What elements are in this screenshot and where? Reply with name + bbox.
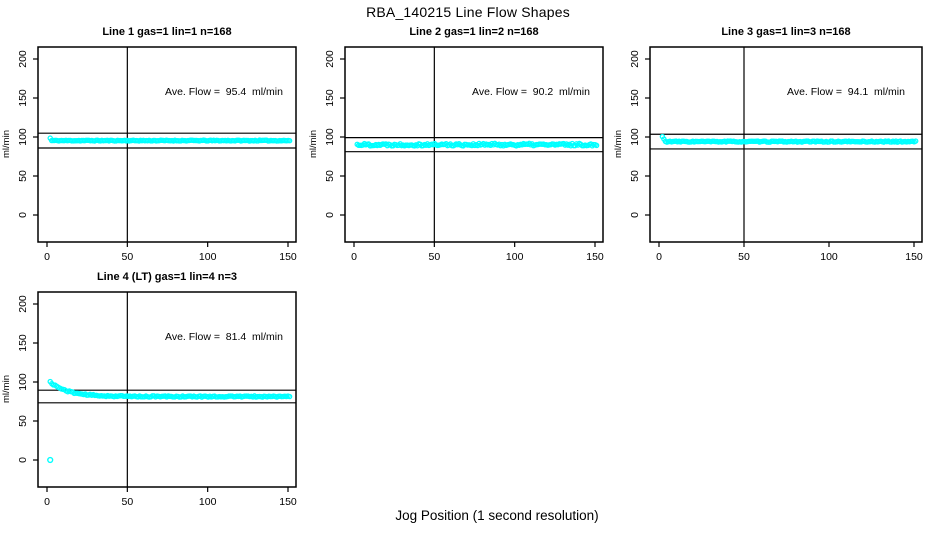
y-tick-label: 100 xyxy=(17,128,29,146)
y-tick-label: 200 xyxy=(324,50,336,68)
x-tick-label: 100 xyxy=(199,251,217,263)
x-tick-label: 150 xyxy=(279,251,297,263)
panel-4-plot: 0 50 100 150 0 50 100 150 200 xyxy=(17,291,297,508)
axis-ticks: 0 50 100 150 0 50 100 150 200 xyxy=(324,50,604,263)
y-tick-label: 50 xyxy=(629,170,641,182)
y-tick-label: 0 xyxy=(629,212,641,218)
x-tick-label: 150 xyxy=(905,251,923,263)
y-tick-label: 50 xyxy=(17,170,29,182)
y-tick-label: 150 xyxy=(17,334,29,352)
panel-2-plot: 0 50 100 150 0 50 100 150 200 xyxy=(324,46,604,263)
panel-2-title: Line 2 gas=1 lin=2 n=168 xyxy=(409,26,539,38)
x-tick-label: 0 xyxy=(44,251,50,263)
x-tick-label: 50 xyxy=(121,496,133,508)
y-tick-label: 150 xyxy=(629,89,641,107)
axis-ticks: 0 50 100 150 0 50 100 150 200 xyxy=(629,50,923,263)
axis-ticks: 0 50 100 150 0 50 100 150 200 xyxy=(17,50,297,263)
y-tick-label: 150 xyxy=(17,89,29,107)
panel-2-ave-flow-annotation: Ave. Flow = 90.2 ml/min xyxy=(472,86,590,98)
panel-4-ave-flow-annotation: Ave. Flow = 81.4 ml/min xyxy=(165,331,283,343)
y-tick-label: 50 xyxy=(17,415,29,427)
x-tick-label: 150 xyxy=(279,496,297,508)
chart-title: RBA_140215 Line Flow Shapes xyxy=(366,4,570,20)
x-tick-label: 50 xyxy=(738,251,750,263)
y-tick-label: 100 xyxy=(324,128,336,146)
y-tick-label: 200 xyxy=(629,50,641,68)
y-tick-label: 0 xyxy=(324,212,336,218)
plot-box xyxy=(649,46,923,243)
panel-3-plot: 0 50 100 150 0 50 100 150 200 xyxy=(629,46,923,263)
x-tick-label: 0 xyxy=(351,251,357,263)
y-tick-label: 100 xyxy=(629,128,641,146)
x-tick-label: 100 xyxy=(820,251,838,263)
y-tick-label: 50 xyxy=(324,170,336,182)
panel-4-title: Line 4 (LT) gas=1 lin=4 n=3 xyxy=(96,271,238,283)
plot-box xyxy=(37,46,297,243)
plot-box xyxy=(37,291,297,488)
x-tick-label: 0 xyxy=(656,251,662,263)
data-points xyxy=(47,135,293,144)
x-axis-label: Jog Position (1 second resolution) xyxy=(395,508,599,523)
data-points xyxy=(354,140,600,149)
x-tick-label: 50 xyxy=(428,251,440,263)
y-tick-label: 100 xyxy=(17,373,29,391)
y-tick-label: 200 xyxy=(17,50,29,68)
panel-1-title: Line 1 gas=1 lin=1 n=168 xyxy=(102,26,232,38)
outlier-point xyxy=(47,456,54,464)
data-points xyxy=(659,133,919,145)
y-tick-label: 150 xyxy=(324,89,336,107)
panel-3-ave-flow-annotation: Ave. Flow = 94.1 ml/min xyxy=(787,86,905,98)
x-tick-label: 100 xyxy=(506,251,524,263)
axis-ticks: 0 50 100 150 0 50 100 150 200 xyxy=(17,295,297,508)
plot-box xyxy=(344,46,604,243)
x-tick-label: 50 xyxy=(121,251,133,263)
y-tick-label: 0 xyxy=(17,457,29,463)
y-tick-label: 0 xyxy=(17,212,29,218)
y-tick-label: 200 xyxy=(17,295,29,313)
panel-1-plot: 0 50 100 150 0 50 100 150 200 xyxy=(17,46,297,263)
panel-3-title: Line 3 gas=1 lin=3 n=168 xyxy=(721,26,851,38)
data-points xyxy=(47,378,293,464)
panel-1-ave-flow-annotation: Ave. Flow = 95.4 ml/min xyxy=(165,86,283,98)
x-tick-label: 100 xyxy=(199,496,217,508)
x-tick-label: 150 xyxy=(586,251,604,263)
x-tick-label: 0 xyxy=(44,496,50,508)
